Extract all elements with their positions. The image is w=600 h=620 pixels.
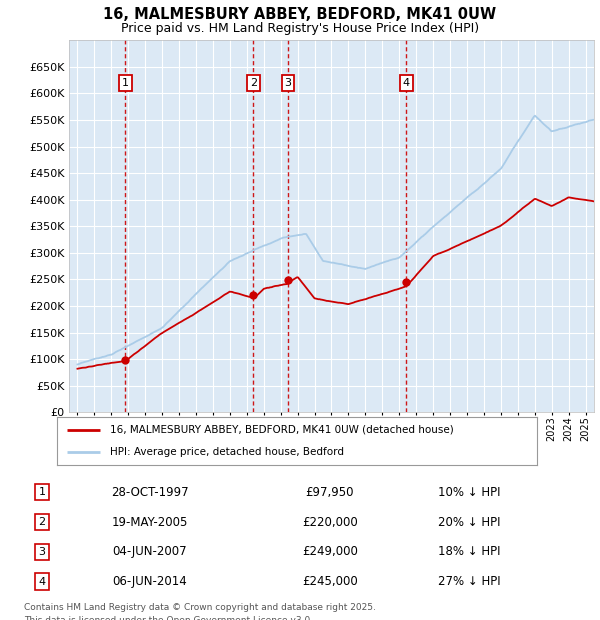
Text: £249,000: £249,000 [302,546,358,558]
Text: 4: 4 [38,577,46,587]
Text: Price paid vs. HM Land Registry's House Price Index (HPI): Price paid vs. HM Land Registry's House … [121,22,479,35]
Text: 1: 1 [38,487,46,497]
Text: 19-MAY-2005: 19-MAY-2005 [112,516,188,528]
Text: Contains HM Land Registry data © Crown copyright and database right 2025.: Contains HM Land Registry data © Crown c… [24,603,376,612]
Text: 3: 3 [284,78,292,88]
Text: 06-JUN-2014: 06-JUN-2014 [113,575,187,588]
Text: 18% ↓ HPI: 18% ↓ HPI [438,546,500,558]
Text: 28-OCT-1997: 28-OCT-1997 [111,486,189,498]
Text: 16, MALMESBURY ABBEY, BEDFORD, MK41 0UW: 16, MALMESBURY ABBEY, BEDFORD, MK41 0UW [103,7,497,22]
Text: 2: 2 [38,517,46,527]
Text: 2: 2 [250,78,257,88]
Text: 1: 1 [122,78,129,88]
Text: 10% ↓ HPI: 10% ↓ HPI [438,486,500,498]
Text: 27% ↓ HPI: 27% ↓ HPI [438,575,500,588]
Text: 3: 3 [38,547,46,557]
Text: 4: 4 [403,78,410,88]
Text: HPI: Average price, detached house, Bedford: HPI: Average price, detached house, Bedf… [110,447,344,457]
Text: 04-JUN-2007: 04-JUN-2007 [113,546,187,558]
Text: This data is licensed under the Open Government Licence v3.0.: This data is licensed under the Open Gov… [24,616,313,620]
Text: £220,000: £220,000 [302,516,358,528]
Text: £245,000: £245,000 [302,575,358,588]
Text: 16, MALMESBURY ABBEY, BEDFORD, MK41 0UW (detached house): 16, MALMESBURY ABBEY, BEDFORD, MK41 0UW … [110,425,454,435]
Text: £97,950: £97,950 [306,486,354,498]
Text: 20% ↓ HPI: 20% ↓ HPI [438,516,500,528]
